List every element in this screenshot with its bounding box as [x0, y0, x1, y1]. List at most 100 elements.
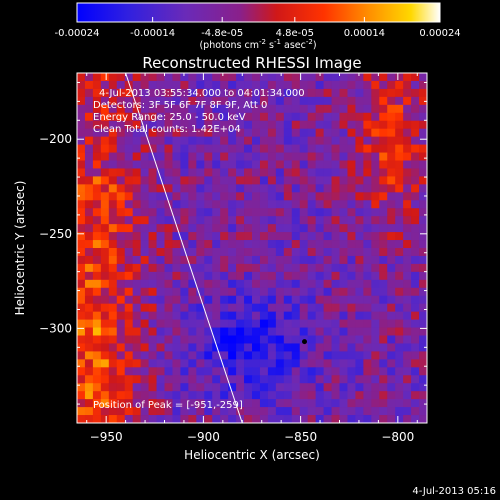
heatmap-cell — [124, 255, 134, 265]
heatmap-cell — [172, 128, 181, 138]
heatmap-cell — [132, 311, 142, 320]
heatmap-cell — [419, 232, 427, 241]
heatmap-cell — [411, 375, 420, 384]
heatmap-cell — [164, 319, 173, 328]
heatmap-cell — [395, 200, 404, 209]
heatmap-cell — [403, 375, 412, 384]
heatmap-cell — [411, 327, 420, 336]
heatmap-cell — [148, 367, 157, 376]
heatmap-cell — [299, 263, 309, 273]
heatmap-cell — [315, 96, 324, 106]
heatmap-cell — [92, 128, 102, 138]
heatmap-cell — [164, 224, 173, 233]
heatmap-cell — [124, 128, 134, 138]
heatmap-cell — [180, 319, 189, 328]
heatmap-cell — [395, 184, 404, 193]
heatmap-cell — [92, 359, 102, 368]
heatmap-cell — [180, 96, 189, 106]
heatmap-cell — [252, 359, 261, 368]
heatmap-cell — [100, 375, 110, 384]
heatmap-cell — [307, 136, 317, 145]
heatmap-cell — [339, 343, 348, 352]
heatmap-cell — [411, 152, 420, 161]
heatmap-cell — [108, 160, 118, 169]
heatmap-cell — [363, 152, 372, 161]
heatmap-cell — [156, 168, 165, 177]
heatmap-cell — [252, 208, 261, 217]
heatmap-cell — [411, 176, 420, 185]
heatmap-cell — [100, 144, 110, 153]
heatmap-cell — [172, 327, 181, 336]
heatmap-cell — [84, 391, 94, 400]
heatmap-cell — [275, 255, 285, 265]
heatmap-cell — [403, 112, 412, 122]
heatmap-cell — [363, 200, 372, 209]
heatmap-cell — [355, 407, 364, 416]
heatmap-cell — [100, 80, 110, 90]
heatmap-cell — [339, 176, 348, 185]
heatmap-cell — [236, 343, 245, 352]
heatmap-cell — [156, 144, 165, 153]
heatmap-cell — [180, 287, 189, 297]
heatmap-cell — [347, 415, 356, 423]
heatmap-cell — [172, 367, 181, 376]
heatmap-cell — [291, 200, 301, 209]
heatmap-cell — [196, 271, 205, 281]
heatmap-cell — [283, 136, 293, 145]
heatmap-cell — [403, 184, 412, 193]
heatmap-cell — [291, 232, 301, 241]
heatmap-cell — [236, 208, 245, 217]
heatmap-cell — [116, 136, 126, 145]
heatmap-cell — [299, 383, 309, 392]
heatmap-cell — [84, 343, 94, 352]
heatmap-cell — [307, 271, 317, 281]
heatmap-cell — [403, 224, 412, 233]
heatmap-cell — [379, 359, 388, 368]
heatmap-cell — [228, 399, 237, 408]
heatmap-cell — [228, 96, 237, 106]
heatmap-cell — [132, 160, 142, 169]
heatmap-cell — [387, 120, 396, 130]
heatmap-cell — [252, 80, 261, 90]
heatmap-cell — [331, 343, 340, 352]
heatmap-cell — [275, 279, 285, 289]
heatmap-cell — [379, 383, 388, 392]
heatmap-cell — [331, 319, 340, 328]
heatmap-cell — [355, 255, 364, 265]
heatmap-cell — [108, 88, 118, 98]
heatmap-cell — [403, 359, 412, 368]
heatmap-cell — [84, 80, 94, 90]
heatmap-cell — [172, 136, 181, 145]
heatmap-cell — [228, 224, 237, 233]
heatmap-cell — [132, 216, 142, 225]
heatmap-cell — [291, 383, 301, 392]
heatmap-cell — [259, 192, 269, 201]
heatmap-cell — [116, 128, 126, 138]
heatmap-cell — [77, 359, 86, 368]
heatmap-cell — [124, 192, 134, 201]
heatmap-cell — [236, 128, 245, 138]
heatmap-cell — [411, 383, 420, 392]
heatmap-cell — [212, 415, 221, 423]
heatmap-cell — [291, 303, 301, 313]
heatmap-cell — [220, 136, 229, 145]
heatmap-cell — [275, 200, 285, 209]
heatmap-cell — [92, 200, 102, 209]
heatmap-cell — [164, 391, 173, 400]
heatmap-cell — [323, 351, 332, 360]
heatmap-cell — [323, 216, 332, 225]
heatmap-cell — [379, 351, 388, 360]
heatmap-cell — [411, 88, 420, 98]
heatmap-cell — [371, 335, 380, 344]
heatmap-cell — [403, 176, 412, 185]
heatmap-cell — [371, 200, 380, 209]
heatmap-image — [77, 73, 427, 423]
heatmap-cell — [156, 287, 165, 297]
heatmap-cell — [283, 271, 293, 281]
heatmap-cell — [315, 80, 324, 90]
heatmap-cell — [395, 343, 404, 352]
heatmap-cell — [108, 112, 118, 122]
heatmap-cell — [228, 383, 237, 392]
heatmap-cell — [77, 73, 86, 82]
heatmap-cell — [77, 240, 86, 249]
